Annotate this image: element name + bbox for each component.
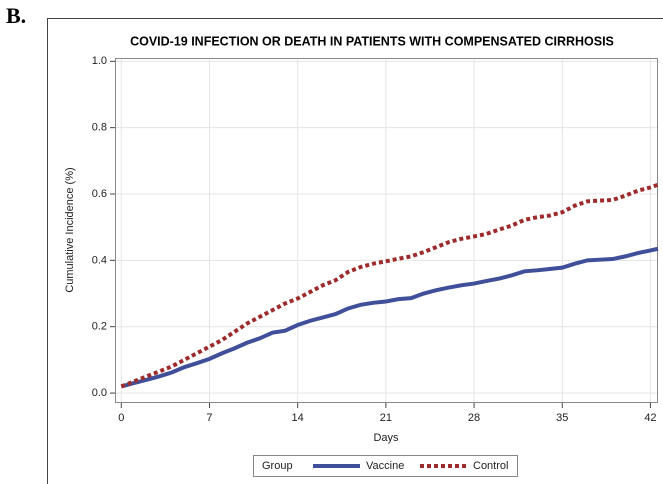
x-tick-label: 21	[380, 412, 392, 424]
x-tick-label: 35	[556, 412, 568, 424]
series-line	[120, 182, 659, 389]
y-tick-label: 0.2	[92, 321, 107, 333]
y-tick-label: 0.0	[92, 387, 107, 399]
x-tick-label: 14	[292, 412, 304, 424]
panel-label: B.	[6, 3, 26, 28]
legend-title: Group	[262, 460, 293, 472]
y-tick-label: 0.8	[92, 122, 107, 134]
y-tick-label: 1.0	[92, 55, 107, 67]
frame	[47, 18, 663, 484]
x-axis-label: Days	[373, 432, 399, 444]
x-tick-label: 7	[206, 412, 212, 424]
x-tick-label: 0	[118, 412, 124, 424]
legend-label: Control	[473, 460, 508, 472]
plot-area	[115, 58, 658, 403]
chart-title: COVID-19 INFECTION OR DEATH IN PATIENTS …	[130, 34, 614, 48]
series-line	[120, 246, 659, 389]
x-tick-label: 28	[468, 412, 480, 424]
legend-label: Vaccine	[366, 460, 404, 472]
y-tick-label: 0.4	[92, 254, 107, 266]
legend-box	[253, 455, 518, 477]
x-tick-label: 42	[644, 412, 656, 424]
y-axis-label: Cumulative Incidence (%)	[64, 167, 76, 292]
y-tick-label: 0.6	[92, 188, 107, 200]
